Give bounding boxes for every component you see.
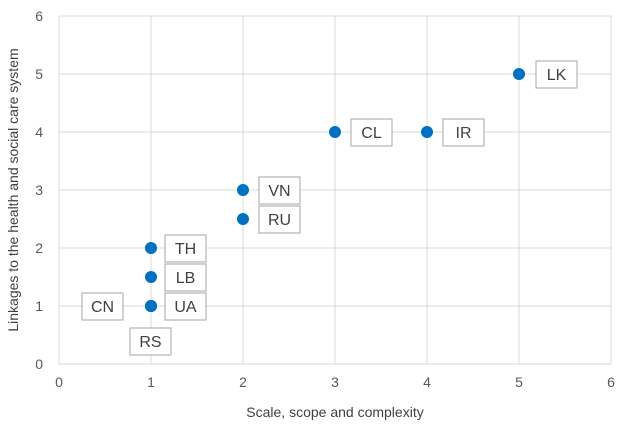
label-text: RU bbox=[268, 212, 291, 229]
point-labels: LK CL IR VN RU TH LB UA CN RS bbox=[81, 60, 578, 356]
y-tick-label: 1 bbox=[35, 298, 43, 314]
y-axis-ticks: 0 1 2 3 4 5 6 bbox=[35, 8, 43, 372]
data-point-vn bbox=[237, 184, 249, 196]
label-box bbox=[535, 60, 578, 89]
label-text: CN bbox=[91, 299, 114, 316]
label-box bbox=[258, 176, 301, 205]
data-point-rs bbox=[145, 300, 157, 312]
label-text: LB bbox=[176, 270, 196, 287]
label-text: IR bbox=[456, 125, 472, 142]
point-label-cn: CN bbox=[81, 292, 124, 321]
point-label-th: TH bbox=[164, 234, 207, 263]
y-tick-label: 5 bbox=[35, 66, 43, 82]
x-tick-label: 2 bbox=[239, 374, 247, 390]
point-label-lk: LK bbox=[535, 60, 578, 89]
point-label-rs: RS bbox=[129, 327, 172, 356]
point-label-cl: CL bbox=[350, 118, 393, 147]
label-text: UA bbox=[174, 299, 197, 316]
label-text: LK bbox=[547, 67, 567, 84]
label-text: RS bbox=[139, 334, 161, 351]
point-label-ru: RU bbox=[258, 205, 301, 234]
data-point-lb bbox=[145, 271, 157, 283]
x-tick-label: 1 bbox=[147, 374, 155, 390]
point-label-lb: LB bbox=[164, 263, 207, 292]
label-box bbox=[258, 205, 301, 234]
y-tick-label: 2 bbox=[35, 240, 43, 256]
x-tick-label: 0 bbox=[55, 374, 63, 390]
label-box bbox=[442, 118, 485, 147]
label-box bbox=[81, 292, 124, 321]
x-tick-label: 5 bbox=[515, 374, 523, 390]
x-tick-label: 4 bbox=[423, 374, 431, 390]
x-tick-label: 6 bbox=[607, 374, 615, 390]
label-box bbox=[164, 234, 207, 263]
data-point-lk bbox=[513, 68, 525, 80]
data-point-ru bbox=[237, 213, 249, 225]
point-label-ir: IR bbox=[442, 118, 485, 147]
label-box bbox=[129, 327, 172, 356]
data-points bbox=[145, 68, 525, 312]
point-label-ua: UA bbox=[164, 292, 207, 321]
label-text: CL bbox=[361, 125, 382, 142]
y-axis-title: Linkages to the health and social care s… bbox=[5, 48, 21, 331]
data-point-ir bbox=[421, 126, 433, 138]
y-tick-label: 4 bbox=[35, 124, 43, 140]
x-axis-title: Scale, scope and complexity bbox=[246, 404, 423, 420]
label-text: VN bbox=[268, 183, 290, 200]
point-label-vn: VN bbox=[258, 176, 301, 205]
y-tick-label: 0 bbox=[35, 356, 43, 372]
data-point-th bbox=[145, 242, 157, 254]
y-tick-label: 6 bbox=[35, 8, 43, 24]
x-tick-label: 3 bbox=[331, 374, 339, 390]
grid bbox=[58, 15, 612, 365]
y-tick-label: 3 bbox=[35, 182, 43, 198]
label-box bbox=[164, 292, 207, 321]
label-text: TH bbox=[175, 241, 196, 258]
label-box bbox=[164, 263, 207, 292]
x-axis-ticks: 0 1 2 3 4 5 6 bbox=[55, 374, 615, 390]
data-point-cl bbox=[329, 126, 341, 138]
label-box bbox=[350, 118, 393, 147]
